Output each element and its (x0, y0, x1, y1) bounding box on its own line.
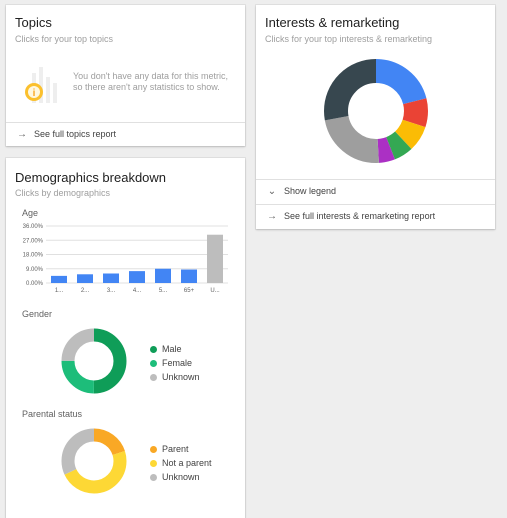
gender-donut-chart (61, 328, 127, 394)
gender-donut-slice (61, 328, 127, 394)
arrow-right-icon: → (17, 128, 27, 140)
parental-section-label: Parental status (22, 409, 83, 419)
age-y-tick-label: 9.00% (26, 267, 44, 273)
demographics-card: Demographics breakdown Clicks by demogra… (6, 158, 245, 518)
age-x-tick-label: 65+ (184, 288, 195, 294)
legend-item: Unknown (150, 370, 200, 384)
legend-dot (150, 459, 157, 467)
age-x-tick-label: 1... (55, 288, 64, 294)
parental-donut-slice (61, 428, 127, 494)
age-section-label: Age (22, 208, 39, 218)
age-x-tick-label: 3... (107, 288, 116, 294)
parental-donut-slice (61, 428, 127, 494)
parental-legend: Parent Not a parent Unknown (150, 442, 212, 484)
gender-section-label: Gender (22, 309, 53, 319)
interests-title: Interests & remarketing (265, 15, 400, 30)
arrow-right-icon: → (267, 210, 277, 222)
age-bar[interactable] (129, 271, 145, 283)
show-legend-toggle[interactable]: ⌄ Show legend (256, 180, 495, 202)
age-y-tick-label: 36.00% (23, 224, 44, 230)
age-x-tick-label: 4... (133, 288, 142, 294)
empty-chart-icon: i (25, 67, 57, 103)
interests-donut-slice (324, 59, 428, 163)
legend-item: Not a parent (150, 456, 212, 470)
svg-text:i: i (33, 88, 36, 99)
topics-title: Topics (15, 15, 52, 30)
interests-donut-slice (324, 59, 428, 163)
legend-label: Parent (162, 444, 189, 454)
legend-label: Not a parent (162, 458, 212, 468)
age-bar[interactable] (77, 274, 93, 283)
topics-card: Topics Clicks for your top topics i You … (6, 5, 245, 146)
age-y-tick-label: 27.00% (23, 238, 44, 244)
legend-item: Parent (150, 442, 212, 456)
legend-item: Unknown (150, 470, 212, 484)
topics-subtitle: Clicks for your top topics (15, 34, 114, 44)
interests-subtitle: Clicks for your top interests & remarket… (265, 34, 433, 44)
see-full-interests-report-label: See full interests & remarketing report (284, 211, 436, 221)
legend-label: Unknown (162, 472, 200, 482)
age-x-tick-label: 5... (159, 288, 168, 294)
legend-dot (150, 373, 157, 381)
topics-divider (6, 122, 245, 123)
interests-card: Interests & remarketing Clicks for your … (256, 5, 495, 229)
age-x-tick-label: U... (210, 288, 220, 294)
age-bar[interactable] (51, 275, 67, 283)
age-bar[interactable] (155, 268, 171, 283)
age-bar-chart: 0.00% 9.00% 18.00% 27.00% 36.00% 1... 2... 3...… (23, 224, 228, 294)
see-full-topics-report-label: See full topics report (34, 129, 117, 139)
demographics-title: Demographics breakdown (15, 170, 167, 185)
gender-donut-slice (61, 328, 127, 394)
interests-divider-1 (256, 179, 495, 180)
age-y-tick-label: 18.00% (23, 253, 44, 259)
parental-donut-chart (61, 428, 127, 494)
age-bar[interactable] (103, 273, 119, 284)
age-bar[interactable] (207, 234, 223, 283)
legend-dot (150, 359, 157, 367)
legend-label: Female (162, 358, 193, 368)
age-y-tick-label: 0.00% (26, 281, 44, 287)
legend-label: Male (162, 344, 182, 354)
legend-item: Male (150, 342, 200, 356)
interests-donut-slice (324, 59, 428, 163)
show-legend-label: Show legend (284, 186, 337, 196)
legend-dot (150, 445, 157, 453)
chevron-down-icon: ⌄ (267, 185, 277, 197)
see-full-interests-report-link[interactable]: → See full interests & remarketing repor… (256, 205, 495, 227)
demographics-subtitle: Clicks by demographics (15, 188, 111, 198)
gender-legend: Male Female Unknown (150, 342, 200, 384)
legend-label: Unknown (162, 372, 200, 382)
interests-donut-chart (324, 59, 428, 163)
legend-dot (150, 345, 157, 353)
legend-dot (150, 473, 157, 481)
legend-item: Female (150, 356, 200, 370)
age-bar[interactable] (181, 269, 197, 283)
topics-empty-message: You don't have any data for this metric,… (73, 71, 228, 92)
interests-divider-2 (256, 204, 495, 205)
see-full-topics-report-link[interactable]: → See full topics report (6, 123, 245, 145)
age-x-tick-label: 2... (81, 288, 90, 294)
